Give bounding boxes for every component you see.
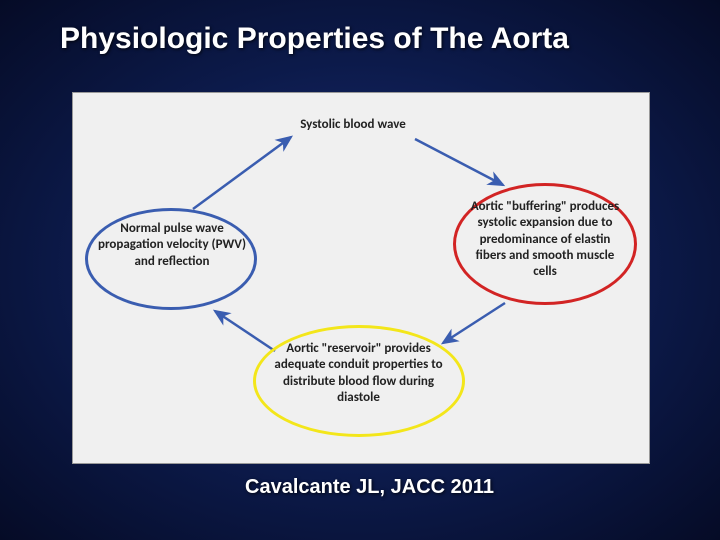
diagram-inner: Systolic blood wave Normal pulse wave pr… [73, 93, 649, 463]
arrow-right-to-bottom [443, 303, 505, 343]
arrow-bottom-to-left [215, 311, 275, 351]
citation-text: Cavalcante JL, JACC 2011 [245, 476, 494, 499]
arrow-top-to-right [415, 139, 503, 185]
diagram-panel: Systolic blood wave Normal pulse wave pr… [72, 92, 650, 464]
slide-title: Physiologic Properties of The Aorta [60, 22, 660, 56]
node-left: Normal pulse wave propagation velocity (… [97, 221, 247, 270]
node-right: Aortic "buffering" produces systolic exp… [465, 199, 625, 280]
node-bottom: Aortic "reservoir" provides adequate con… [271, 341, 446, 406]
node-top: Systolic blood wave [268, 117, 438, 133]
arrow-left-to-top [193, 137, 291, 209]
slide-container: Physiologic Properties of The Aorta Syst… [0, 0, 720, 540]
